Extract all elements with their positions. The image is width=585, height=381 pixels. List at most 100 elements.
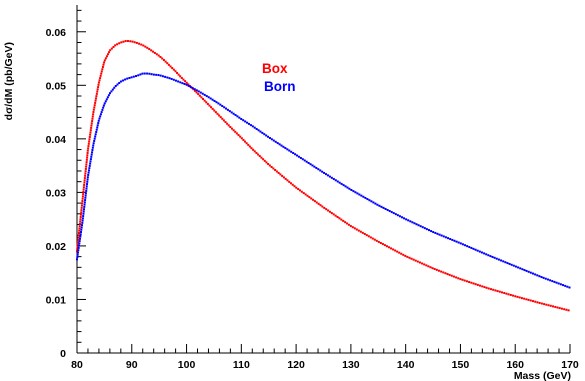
data-point (126, 77, 129, 80)
data-point (396, 214, 399, 217)
data-point (90, 155, 93, 158)
data-point (274, 168, 277, 171)
x-tick-label: 90 (126, 359, 138, 371)
data-point (346, 222, 349, 225)
data-point (282, 145, 285, 148)
data-point (423, 263, 426, 266)
data-point (187, 84, 190, 87)
data-point (78, 240, 81, 243)
data-point (367, 235, 370, 238)
data-point (124, 78, 127, 81)
data-point (79, 213, 82, 216)
data-point (221, 104, 224, 107)
x-tick-label: 160 (506, 359, 524, 371)
data-point (77, 234, 80, 237)
y-tick-label: 0 (60, 348, 66, 360)
data-point (306, 194, 309, 197)
data-point (78, 237, 81, 240)
data-point (553, 280, 556, 283)
data-point (198, 94, 201, 97)
x-tick-label: 140 (397, 359, 415, 371)
data-point (374, 202, 377, 205)
data-point (270, 165, 273, 168)
data-point (281, 174, 284, 177)
data-point (459, 278, 462, 281)
data-point (544, 277, 547, 280)
data-point (319, 204, 322, 207)
data-point (468, 281, 471, 283)
data-point (461, 243, 464, 246)
data-point (342, 184, 345, 187)
data-point (547, 304, 550, 307)
x-tick-label: 110 (233, 359, 250, 371)
data-point (295, 186, 298, 189)
data-point (179, 81, 182, 84)
data-point (437, 269, 440, 272)
data-point (130, 76, 133, 79)
data-point (385, 245, 388, 248)
data-point (133, 41, 136, 44)
data-point (338, 181, 341, 184)
data-point (381, 243, 384, 246)
data-point (527, 298, 530, 301)
data-point (215, 101, 218, 104)
data-point (425, 264, 428, 267)
data-point (170, 77, 173, 80)
data-point (86, 176, 89, 179)
data-point (495, 257, 498, 260)
data-point (303, 159, 306, 162)
data-point (261, 131, 264, 134)
data-point (96, 90, 99, 93)
data-point (234, 114, 237, 117)
data-point (250, 147, 253, 150)
data-point (88, 164, 91, 167)
data-point (104, 100, 107, 103)
data-point (396, 250, 399, 253)
data-point (523, 269, 526, 272)
data-point (442, 235, 445, 238)
data-point (93, 104, 96, 107)
data-point (363, 233, 366, 236)
data-point (282, 176, 285, 179)
data-point (378, 204, 381, 207)
data-point (108, 51, 111, 54)
data-point (82, 186, 85, 189)
data-point (105, 98, 108, 101)
data-point (525, 269, 528, 272)
data-point (80, 224, 83, 227)
series-born (76, 72, 571, 289)
data-point (219, 103, 222, 106)
data-point (84, 167, 87, 170)
y-axis-title: dσ/dM (pb/GeV) (3, 42, 15, 120)
data-point (340, 218, 343, 221)
data-point (92, 110, 95, 113)
data-point (555, 281, 558, 284)
data-point (97, 83, 100, 86)
data-point (319, 169, 322, 172)
data-point (76, 253, 79, 256)
data-point (184, 80, 187, 83)
data-point (230, 127, 233, 130)
data-point (150, 49, 153, 52)
data-point (138, 42, 141, 45)
data-point (195, 91, 198, 94)
data-point (383, 244, 386, 247)
data-point (404, 254, 407, 257)
data-point (84, 174, 87, 177)
data-point (104, 57, 107, 60)
series-box (76, 40, 570, 312)
data-point (549, 279, 552, 282)
data-point (301, 158, 304, 161)
data-point (122, 40, 125, 43)
data-point (84, 170, 87, 173)
series-layer (76, 40, 571, 312)
data-point (527, 270, 530, 273)
data-point (85, 158, 88, 161)
data-point (116, 43, 119, 46)
data-point (102, 63, 105, 66)
data-point (351, 226, 354, 229)
data-point (253, 150, 256, 153)
data-point (85, 187, 88, 190)
data-point (258, 155, 261, 158)
